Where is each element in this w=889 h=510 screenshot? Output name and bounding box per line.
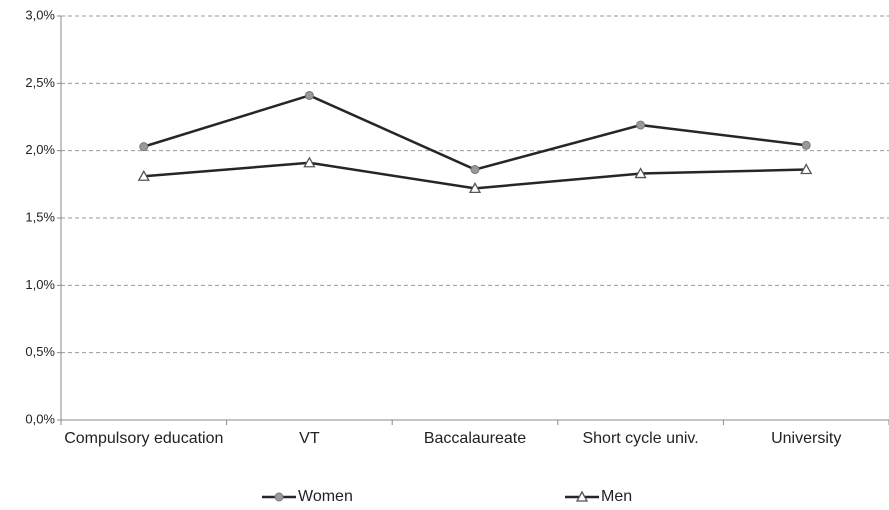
- y-tick-label: 2,5%: [25, 75, 55, 90]
- data-point: [801, 140, 811, 150]
- y-tick-label: 2,0%: [25, 142, 55, 157]
- y-tick-label: 0,5%: [25, 344, 55, 359]
- x-tick-label: Short cycle univ.: [582, 430, 698, 447]
- data-point: [634, 167, 647, 179]
- data-point: [800, 163, 813, 175]
- y-tick-label: 1,5%: [25, 209, 55, 224]
- legend-marker: [274, 492, 284, 502]
- data-point: [304, 90, 314, 100]
- legend-label: Men: [601, 488, 632, 505]
- data-point: [137, 169, 150, 181]
- data-point: [303, 156, 316, 168]
- legend-label: Women: [298, 488, 353, 505]
- legend-marker: [575, 490, 589, 502]
- series-line: [143, 94, 807, 171]
- data-point: [468, 182, 482, 194]
- data-point: [470, 165, 480, 175]
- y-tick-label: 3,0%: [25, 7, 55, 22]
- y-tick-label: 0,0%: [25, 411, 55, 426]
- x-tick-label: Baccalaureate: [424, 430, 526, 447]
- x-tick-label: VT: [299, 430, 320, 447]
- x-tick-label: University: [771, 430, 841, 447]
- y-tick-label: 1,0%: [25, 277, 55, 292]
- data-point: [139, 142, 149, 152]
- x-tick-label: Compulsory education: [64, 430, 223, 447]
- data-point: [636, 120, 646, 130]
